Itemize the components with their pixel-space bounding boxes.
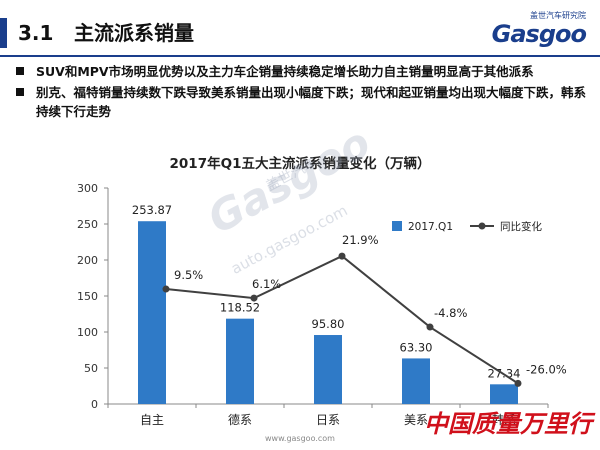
line-point [162, 285, 170, 293]
y-tick-label: 50 [84, 362, 98, 375]
y-tick-label: 200 [77, 254, 98, 267]
header-accent [0, 18, 7, 48]
bullet-list: SUV和MPV市场明显优势以及主力车企销量持续稳定增长助力自主销量明显高于其他派… [14, 62, 586, 123]
line-point [514, 379, 522, 387]
logo-en-text: Gasgoo [491, 20, 587, 48]
legend-line-marker [478, 222, 486, 230]
y-tick-label: 0 [91, 398, 98, 411]
header-bar [0, 0, 600, 56]
bullet-item: SUV和MPV市场明显优势以及主力车企销量持续稳定增长助力自主销量明显高于其他派… [14, 62, 586, 81]
bar [490, 384, 518, 404]
x-tick-label: 日系 [316, 413, 340, 427]
header-divider [0, 55, 600, 57]
footer-url: www.gasgoo.com [265, 434, 335, 443]
bullet-text: SUV和MPV市场明显优势以及主力车企销量持续稳定增长助力自主销量明显高于其他派… [36, 64, 534, 79]
x-tick-label: 韩系 [492, 412, 516, 427]
line-value-label: -4.8% [434, 306, 467, 320]
logo-cn-text: 盖世汽车研究院 [530, 11, 586, 20]
legend-line-label: 同比变化 [500, 220, 542, 233]
line-point [338, 252, 346, 260]
legend-bar-swatch [392, 221, 402, 231]
line-value-label: -26.0% [526, 362, 567, 376]
legend-bar-label: 2017.Q1 [408, 221, 453, 233]
bar-value-label: 253.87 [132, 203, 172, 217]
bullet-text: 别克、福特销量持续数下跌导致美系销量出现小幅度下跌；现代和起亚销量均出现大幅度下… [36, 85, 587, 119]
square-bullet-icon [16, 88, 24, 96]
bar [314, 335, 342, 404]
line-point [250, 294, 258, 302]
bar-value-label: 95.80 [312, 317, 345, 331]
brand-logo: 中国质量万里行 [424, 409, 592, 438]
line-point [426, 323, 434, 331]
y-tick-label: 300 [77, 182, 98, 195]
y-tick-label: 250 [77, 218, 98, 231]
square-bullet-icon [16, 67, 24, 75]
x-tick-label: 自主 [140, 413, 164, 427]
chart-title: 2017年Q1五大主流派系销量变化（万辆） [169, 156, 431, 172]
bar-value-label: 118.52 [220, 301, 260, 315]
line-value-label: 21.9% [342, 233, 379, 247]
bullet-item: 别克、福特销量持续数下跌导致美系销量出现小幅度下跌；现代和起亚销量均出现大幅度下… [14, 83, 586, 121]
bar [138, 221, 166, 404]
line-value-label: 9.5% [174, 268, 203, 282]
y-tick-label: 100 [77, 326, 98, 339]
line-value-label: 6.1% [252, 277, 281, 291]
x-tick-label: 美系 [404, 413, 428, 427]
bar [226, 318, 254, 404]
bar-value-label: 63.30 [400, 340, 433, 354]
bar [402, 358, 430, 404]
x-tick-label: 德系 [228, 412, 252, 427]
section-title: 主流派系销量 [74, 21, 194, 45]
section-number: 3.1 [18, 21, 54, 45]
y-tick-label: 150 [77, 290, 98, 303]
gasgoo-logo: 盖世汽车研究院 Gasgoo [478, 10, 587, 50]
